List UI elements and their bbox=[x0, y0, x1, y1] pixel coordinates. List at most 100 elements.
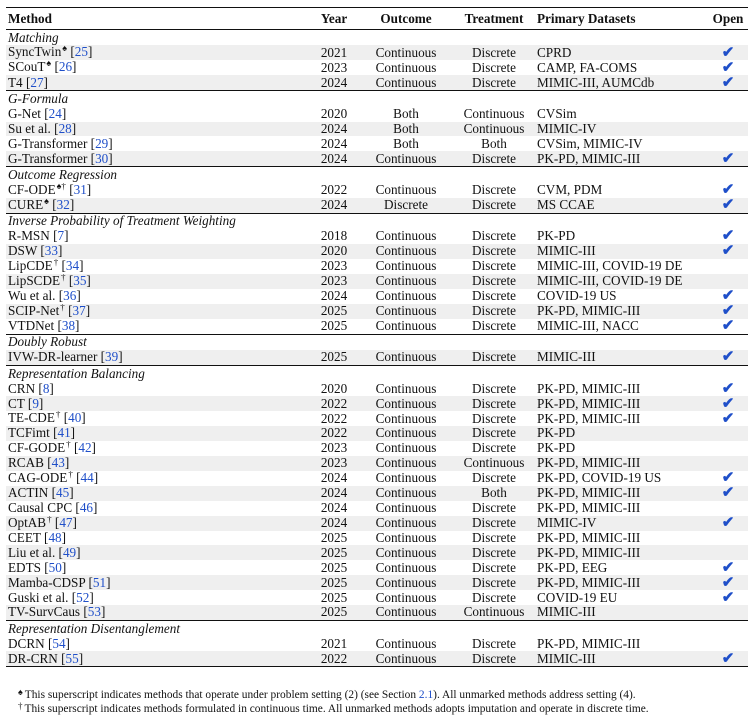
method-name: CF-ODE bbox=[8, 182, 56, 197]
citation-link[interactable]: 24 bbox=[48, 106, 62, 122]
citation-link[interactable]: 55 bbox=[65, 651, 79, 666]
year-cell: 2025 bbox=[309, 303, 359, 319]
category-row: Doubly Robust bbox=[6, 333, 748, 350]
method-superscript: † bbox=[53, 258, 59, 267]
open-cell: ✔ bbox=[708, 183, 748, 198]
table-row: TV-SurvCaus [53] 2025 Continuous Continuous… bbox=[6, 605, 748, 621]
table-row: DCRN [54] 2021 Continuous Discrete PK-PD, MI… bbox=[6, 636, 748, 651]
table-row: G-Net [24] 2020 Both Continuous CVSim bbox=[6, 107, 748, 122]
citation-link[interactable]: 43 bbox=[51, 455, 65, 471]
open-cell: ✔ bbox=[708, 515, 748, 531]
open-cell bbox=[708, 426, 748, 441]
citation-link[interactable]: 34 bbox=[65, 258, 80, 273]
footnotes: ♠ This superscript indicates methods that… bbox=[18, 687, 649, 716]
table-row: SCouT♠ [26] 2023 Continuous Discrete CAMP, F… bbox=[6, 60, 748, 75]
citation-link[interactable]: 41 bbox=[57, 426, 71, 441]
section-link[interactable]: 2.1 bbox=[418, 689, 434, 701]
citation-link[interactable]: 52 bbox=[76, 590, 90, 605]
method-cell: CF-GODE† [42] bbox=[8, 440, 96, 455]
outcome-cell: Continuous bbox=[375, 470, 437, 486]
category-row: Outcome Regression bbox=[6, 166, 748, 183]
citation-link[interactable]: 32 bbox=[56, 197, 70, 212]
open-cell bbox=[708, 531, 748, 546]
citation-link[interactable]: 9 bbox=[32, 396, 39, 411]
table-row: CAG-ODE† [44] 2024 Continuous Discrete PK-PD… bbox=[6, 471, 748, 486]
citation-link[interactable]: 27 bbox=[30, 75, 44, 90]
citation-link[interactable]: 53 bbox=[87, 605, 101, 620]
citation-link[interactable]: 48 bbox=[48, 530, 62, 546]
year-cell: 2023 bbox=[309, 455, 359, 471]
open-cell bbox=[708, 545, 748, 561]
citation-link[interactable]: 31 bbox=[73, 182, 87, 197]
method-cell: R-MSN [7] bbox=[8, 229, 69, 244]
table-row: ACTIN [45] 2024 Continuous Both PK-PD, MIMIC… bbox=[6, 485, 748, 501]
outcome-cell: Continuous bbox=[359, 151, 453, 168]
citation-link[interactable]: 42 bbox=[78, 440, 92, 455]
citation-link[interactable]: 49 bbox=[62, 545, 77, 560]
citation-link[interactable]: 8 bbox=[42, 381, 50, 396]
method-cell: LipCDE† [34] bbox=[8, 258, 84, 273]
footnote-text: This superscript indicates methods formu… bbox=[24, 703, 649, 715]
open-cell bbox=[708, 121, 748, 137]
method-cell: G-Transformer [29] bbox=[8, 136, 113, 151]
category-label: Representation Balancing bbox=[6, 364, 748, 382]
datasets-cell: MIMIC-III, COVID-19 DE bbox=[535, 273, 708, 289]
year-cell: 2025 bbox=[320, 590, 348, 605]
citation-link[interactable]: 54 bbox=[52, 636, 66, 651]
citation-link[interactable]: 39 bbox=[105, 349, 119, 365]
checkmark-icon: ✔ bbox=[721, 303, 735, 319]
year-cell: 2021 bbox=[309, 45, 359, 61]
citation-link[interactable]: 50 bbox=[48, 560, 62, 575]
checkmark-icon: ✔ bbox=[721, 349, 735, 366]
open-cell: ✔ bbox=[708, 289, 748, 304]
citation-link[interactable]: 47 bbox=[59, 515, 73, 530]
treatment-cell: Discrete bbox=[453, 243, 535, 259]
method-cell: SyncTwin♠ [25] bbox=[6, 45, 309, 61]
header-year: Year bbox=[309, 7, 359, 30]
year-cell: 2024 bbox=[309, 197, 359, 214]
citation-link[interactable]: 46 bbox=[79, 500, 94, 516]
citation-link[interactable]: 36 bbox=[63, 288, 77, 304]
citation-link[interactable]: 45 bbox=[56, 485, 70, 501]
citation-link[interactable]: 29 bbox=[95, 136, 109, 151]
category-label: Outcome Regression bbox=[6, 166, 748, 183]
citation-link[interactable]: 51 bbox=[92, 575, 107, 590]
method-name: Guski et al. bbox=[8, 590, 69, 605]
citation-link[interactable]: 40 bbox=[68, 411, 82, 426]
citation-link[interactable]: 37 bbox=[72, 303, 86, 318]
method-name: DSW bbox=[8, 243, 38, 259]
treatment-cell: Discrete bbox=[472, 636, 516, 651]
table-row: SCIP-Net† [37] 2025 Continuous Discrete PK-P… bbox=[6, 303, 748, 319]
citation-link[interactable]: 35 bbox=[73, 273, 87, 288]
method-cell: Guski et al. [52] bbox=[8, 590, 94, 605]
citation-link[interactable]: 26 bbox=[58, 60, 73, 75]
citation-link[interactable]: 30 bbox=[95, 151, 109, 166]
method-cell: DSW [33] bbox=[6, 243, 309, 259]
citation-link[interactable]: 28 bbox=[58, 121, 72, 136]
open-cell: ✔ bbox=[708, 560, 748, 575]
method-cell: TV-SurvCaus [53] bbox=[6, 605, 309, 621]
method-name: Liu et al. bbox=[8, 545, 56, 560]
method-superscript: ♠ bbox=[44, 197, 49, 206]
datasets-cell: COVID-19 US bbox=[537, 288, 617, 304]
method-name: OptAB bbox=[8, 515, 47, 530]
citation-link[interactable]: 44 bbox=[80, 470, 94, 485]
method-name: CAG-ODE bbox=[8, 470, 68, 485]
outcome-cell: Continuous bbox=[375, 560, 437, 575]
method-cell: RCAB [43] bbox=[6, 455, 309, 471]
citation-link[interactable]: 7 bbox=[57, 229, 65, 244]
year-cell: 2020 bbox=[320, 106, 348, 122]
citation-link[interactable]: 33 bbox=[44, 243, 58, 259]
treatment-cell: Discrete bbox=[453, 303, 535, 319]
open-cell: ✔ bbox=[708, 197, 748, 214]
method-cell: OptAB† [47] bbox=[6, 515, 309, 531]
treatment-cell: Discrete bbox=[453, 273, 535, 289]
treatment-cell: Continuous bbox=[463, 106, 525, 122]
citation-link[interactable]: 38 bbox=[61, 318, 76, 334]
method-name: Mamba-CDSP bbox=[8, 575, 86, 590]
citation-link[interactable]: 25 bbox=[74, 45, 88, 60]
outcome-cell: Continuous bbox=[359, 605, 453, 621]
outcome-cell: Continuous bbox=[359, 349, 453, 366]
year-cell: 2018 bbox=[320, 229, 348, 244]
method-name: CEET bbox=[8, 530, 41, 546]
